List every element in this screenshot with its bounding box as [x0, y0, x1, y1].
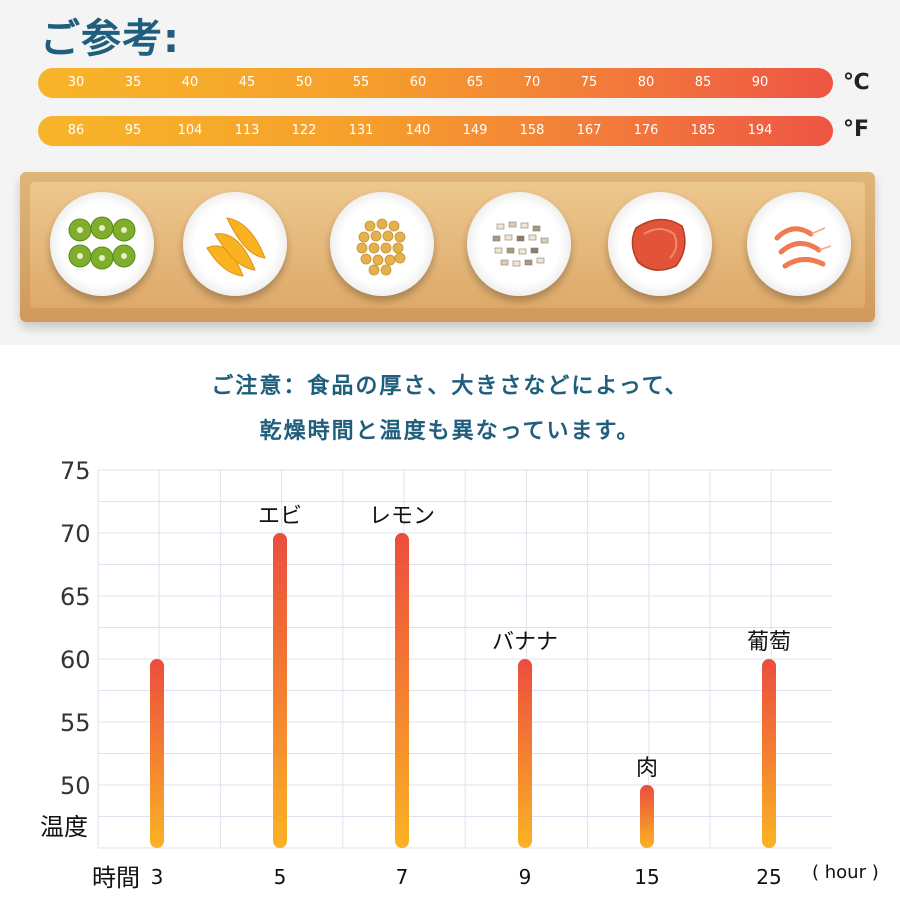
wooden-tray	[20, 172, 875, 322]
celsius-tick-40: 40	[181, 75, 199, 90]
x-tick-label: 5	[274, 865, 287, 889]
fahrenheit-tick-149: 149	[462, 123, 488, 138]
bar-label: バナナ	[492, 630, 558, 655]
kiwi-icon	[68, 216, 136, 270]
bar-label: 葡萄	[747, 630, 791, 655]
celsius-tick-35: 35	[124, 75, 142, 90]
celsius-tick-45: 45	[238, 75, 256, 90]
bar-label: レモン	[369, 504, 435, 529]
plate-kiwi	[50, 192, 154, 296]
y-tick-label: 55	[60, 709, 91, 737]
fahrenheit-tick-185: 185	[690, 123, 716, 138]
x-axis-ticks: 3 5 7 9 15 25	[151, 865, 782, 889]
chart-bars	[150, 533, 776, 848]
bar-label: 肉	[636, 756, 658, 781]
x-tick-label: 3	[151, 865, 164, 889]
y-axis-ticks: 50 55 60 65 70 75	[60, 457, 91, 800]
fahrenheit-tick-194: 194	[747, 123, 773, 138]
celsius-tick-50: 50	[295, 75, 313, 90]
fahrenheit-tick-167: 167	[576, 123, 602, 138]
celsius-tick-75: 75	[580, 75, 598, 90]
x-tick-label: 15	[634, 865, 659, 889]
x-tick-label: 9	[519, 865, 532, 889]
bar-7	[395, 533, 409, 848]
y-tick-label: 75	[60, 457, 91, 485]
fahrenheit-tick-86: 86	[67, 123, 85, 138]
bar-15	[640, 785, 654, 848]
grain-icon	[492, 221, 549, 267]
celsius-tick-70: 70	[523, 75, 541, 90]
celsius-tick-90: 90	[751, 75, 769, 90]
reference-title: ご参考:	[40, 16, 180, 62]
fahrenheit-tick-158: 158	[519, 123, 545, 138]
celsius-tick-60: 60	[409, 75, 427, 90]
plate-chickpeas	[330, 192, 434, 296]
y-tick-label: 70	[60, 520, 91, 548]
shrimp-icon	[774, 226, 832, 269]
fahrenheit-tick-122: 122	[291, 123, 317, 138]
note-line-1: ご注意：食品の厚さ、大きさなどによって、	[211, 374, 689, 399]
y-tick-label: 60	[60, 646, 91, 674]
fahrenheit-scale: 86 95 104 113 122 131 140 149 158 167 176 185 194	[38, 116, 833, 146]
celsius-tick-85: 85	[694, 75, 712, 90]
x-tick-label: 25	[756, 865, 781, 889]
bar-3	[150, 659, 164, 848]
fahrenheit-unit: °F	[843, 117, 870, 142]
fahrenheit-tick-104: 104	[177, 123, 203, 138]
y-tick-label: 50	[60, 772, 91, 800]
fahrenheit-tick-113: 113	[234, 123, 260, 138]
celsius-tick-30: 30	[67, 75, 85, 90]
plate-shrimp	[747, 192, 851, 296]
fahrenheit-tick-140: 140	[405, 123, 431, 138]
fahrenheit-tick-95: 95	[124, 123, 142, 138]
y-axis-title: 温度	[40, 813, 88, 841]
x-axis-unit: ( hour )	[812, 862, 879, 883]
plate-mango	[183, 192, 287, 296]
y-tick-label: 65	[60, 583, 91, 611]
celsius-tick-80: 80	[637, 75, 655, 90]
x-axis-title: 時間	[92, 864, 140, 892]
chickpea-icon	[356, 218, 406, 276]
x-tick-label: 7	[396, 865, 409, 889]
mango-icon	[206, 217, 266, 277]
celsius-scale: 30 35 40 45 50 55 60 65 70 75 80 85 90	[38, 68, 833, 98]
bar-5	[273, 533, 287, 848]
fahrenheit-tick-176: 176	[633, 123, 659, 138]
fahrenheit-tick-131: 131	[348, 123, 374, 138]
celsius-unit: ℃	[843, 70, 870, 95]
plate-meat	[608, 192, 712, 296]
celsius-tick-55: 55	[352, 75, 370, 90]
bar-9	[518, 659, 532, 848]
bar-25	[762, 659, 776, 848]
bar-label: エビ	[258, 504, 302, 529]
note-line-2: 乾燥時間と温度も異なっています。	[259, 419, 641, 444]
meat-icon	[631, 218, 686, 271]
celsius-tick-65: 65	[466, 75, 484, 90]
chart-grid	[97, 469, 832, 849]
plate-grain	[467, 192, 571, 296]
